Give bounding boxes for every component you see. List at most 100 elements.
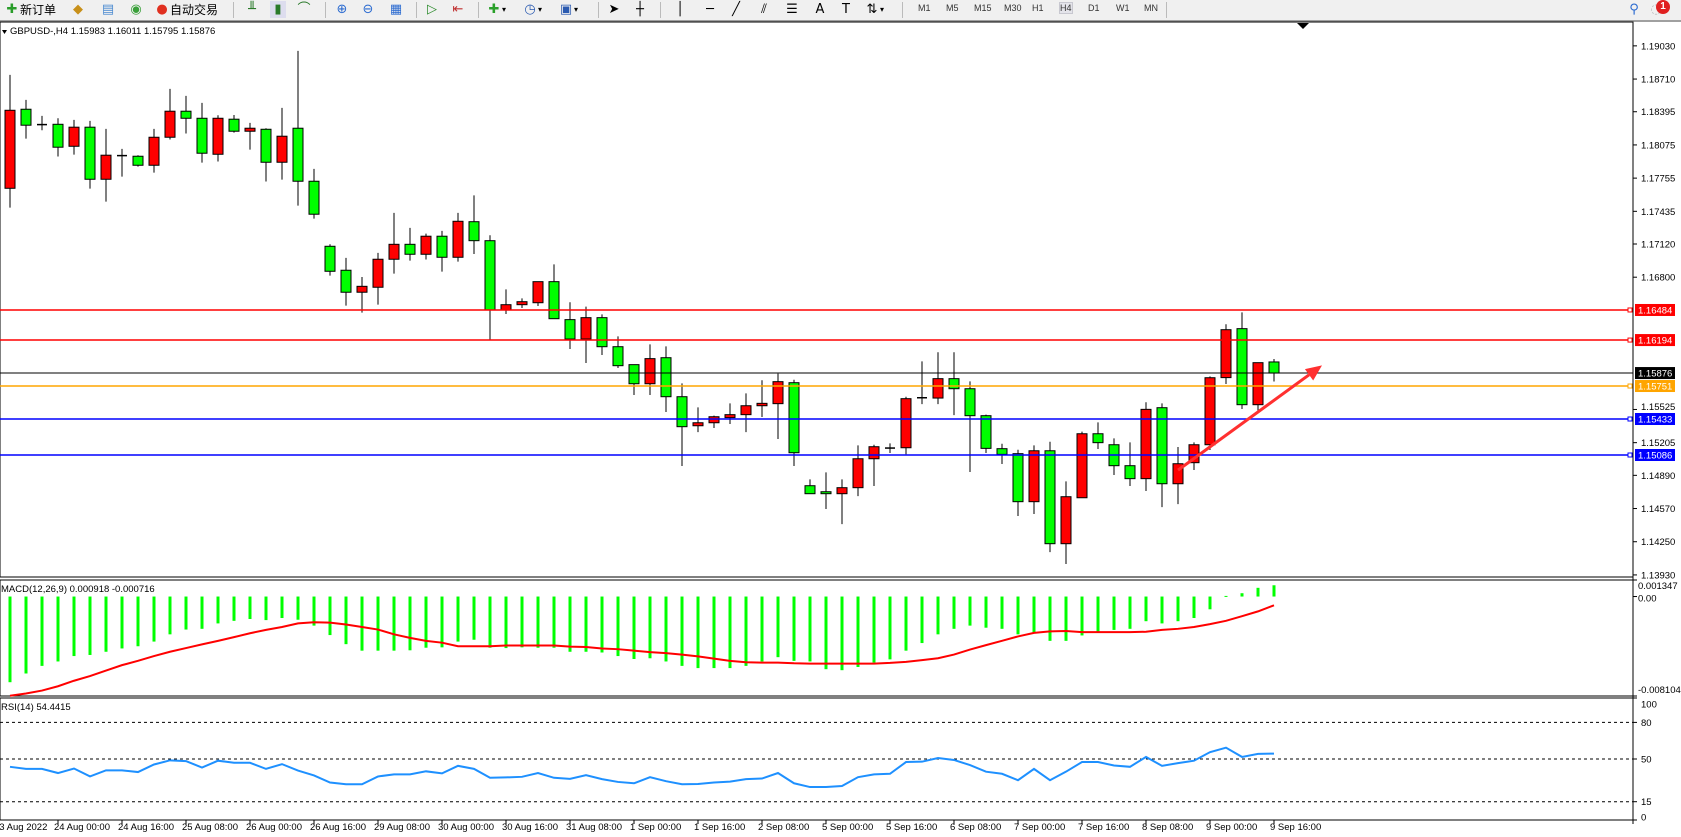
- cursor-button[interactable]: ➤: [606, 1, 622, 18]
- price-tick-label: 1.18075: [1641, 140, 1675, 151]
- time-label: 2 Sep 08:00: [758, 822, 809, 833]
- candle: [964, 381, 976, 473]
- candle: [436, 230, 448, 272]
- zoom-in-button[interactable]: ⊕: [334, 1, 350, 18]
- rsi-tick-label: 15: [1641, 797, 1652, 808]
- candle-body: [276, 135, 288, 163]
- auto-trading-icon: ●: [156, 1, 168, 17]
- rsi-tick-label: 0: [1641, 813, 1646, 824]
- candle-body: [1060, 496, 1072, 545]
- time-label: 9 Sep 00:00: [1206, 822, 1257, 833]
- price-marker-label-bg: [1635, 380, 1675, 393]
- candle-body: [260, 128, 272, 163]
- candle-body: [964, 388, 976, 417]
- macd-histogram-bar: [648, 596, 652, 659]
- bar-chart-button[interactable]: ╨: [244, 1, 260, 18]
- candle-body: [196, 117, 208, 154]
- indicators-button[interactable]: ✚ ▾: [486, 1, 506, 18]
- timeframe-m5[interactable]: M5: [946, 3, 959, 13]
- macd-histogram-bar: [728, 596, 732, 669]
- templates-button[interactable]: ▣ ▾: [558, 1, 578, 18]
- arrows-button[interactable]: ⇅ ▾: [864, 1, 884, 18]
- candle-body: [484, 240, 496, 311]
- candle: [20, 99, 32, 139]
- equidistant-channel-icon: ⫽: [761, 1, 767, 17]
- macd-label: MACD(12,26,9) 0.000918 -0.000716: [1, 584, 155, 595]
- candle-body: [452, 220, 464, 258]
- market-watch-button[interactable]: ◆: [70, 1, 86, 18]
- timeframe-m30[interactable]: M30: [1004, 3, 1022, 13]
- timeframe-mn[interactable]: MN: [1144, 3, 1158, 13]
- candle-body: [356, 285, 368, 293]
- signals-button[interactable]: ◉: [128, 1, 144, 18]
- trendline-button[interactable]: ╱: [728, 1, 744, 18]
- macd-histogram-bar: [120, 596, 124, 649]
- toolbar-divider: [598, 2, 599, 18]
- candle: [148, 128, 160, 173]
- candle-body: [1092, 433, 1104, 444]
- candle-body: [596, 317, 608, 348]
- zoom-out-button[interactable]: ⊖: [360, 1, 376, 18]
- candlestick-button[interactable]: ▮: [270, 1, 286, 18]
- candle-body: [1252, 362, 1264, 406]
- candle-body: [292, 127, 304, 182]
- price-tick-label: 1.14890: [1641, 471, 1675, 482]
- timeframe-h1[interactable]: H1: [1032, 3, 1044, 13]
- timeframe-m1[interactable]: M1: [918, 3, 931, 13]
- timeframe-h4[interactable]: H4: [1059, 2, 1073, 14]
- candle-body: [420, 235, 432, 255]
- equidistant-channel-button[interactable]: ⫽: [756, 1, 772, 18]
- search-button[interactable]: ⚲: [1626, 1, 1642, 18]
- macd-histogram-bar: [824, 596, 828, 670]
- candle: [52, 118, 64, 157]
- current-price-label-bg: [1635, 367, 1675, 380]
- candle: [37, 115, 47, 131]
- notification-badge: 1: [1656, 0, 1670, 14]
- new-order-button[interactable]: ✚ 新订单: [4, 1, 56, 18]
- timeframe-w1[interactable]: W1: [1116, 3, 1130, 13]
- time-label: 6 Sep 08:00: [950, 822, 1001, 833]
- timeframe-d1[interactable]: D1: [1088, 3, 1100, 13]
- candle: [596, 314, 608, 355]
- navigator-button[interactable]: ▤: [100, 1, 116, 18]
- macd-histogram-bar: [392, 596, 396, 651]
- candle-body: [372, 258, 384, 288]
- macd-histogram-bar: [344, 596, 348, 645]
- crosshair-button[interactable]: ┼: [632, 1, 648, 18]
- price-tick-label: 1.14250: [1641, 537, 1675, 548]
- toolbar-divider: [1166, 2, 1167, 18]
- macd-signal-line: [9, 604, 1275, 697]
- candle-body: [244, 127, 256, 132]
- candle-body: [820, 491, 832, 495]
- autoscroll-icon: ▷: [427, 1, 437, 17]
- text-label-button[interactable]: T: [838, 1, 854, 18]
- chart-shift-button[interactable]: ⇤: [450, 1, 466, 18]
- macd-histogram-bar: [264, 596, 268, 621]
- timeframe-m15[interactable]: M15: [974, 3, 992, 13]
- candle: [868, 444, 880, 487]
- dropdown-caret-icon: ▾: [538, 5, 543, 14]
- rsi-tick-label: 50: [1641, 755, 1652, 766]
- price-marker-label: 1.15751: [1638, 382, 1672, 393]
- text-button[interactable]: A: [812, 1, 828, 18]
- candle-body: [388, 243, 400, 260]
- tile-windows-button[interactable]: ▦: [388, 1, 404, 18]
- horizontal-line-button[interactable]: ─: [702, 1, 718, 18]
- toolbar-divider: [233, 2, 234, 18]
- text-icon: A: [815, 1, 825, 17]
- horizontal-line-icon: ─: [706, 1, 714, 17]
- macd-histogram-bar: [1048, 596, 1052, 641]
- candle-body: [100, 154, 112, 180]
- fibonacci-button[interactable]: ☰: [784, 1, 800, 18]
- autoscroll-button[interactable]: ▷: [424, 1, 440, 18]
- indicators-icon: ✚: [488, 1, 500, 17]
- time-label: 8 Sep 08:00: [1142, 822, 1193, 833]
- line-chart-button[interactable]: ⌒: [296, 1, 312, 18]
- candle-body: [532, 281, 544, 304]
- periods-button[interactable]: ◷ ▾: [522, 1, 542, 18]
- auto-trading-button[interactable]: ● 自动交易: [154, 1, 218, 18]
- candle: [885, 443, 895, 454]
- vertical-line-button[interactable]: │: [672, 1, 688, 18]
- price-tick-label: 1.17755: [1641, 174, 1675, 185]
